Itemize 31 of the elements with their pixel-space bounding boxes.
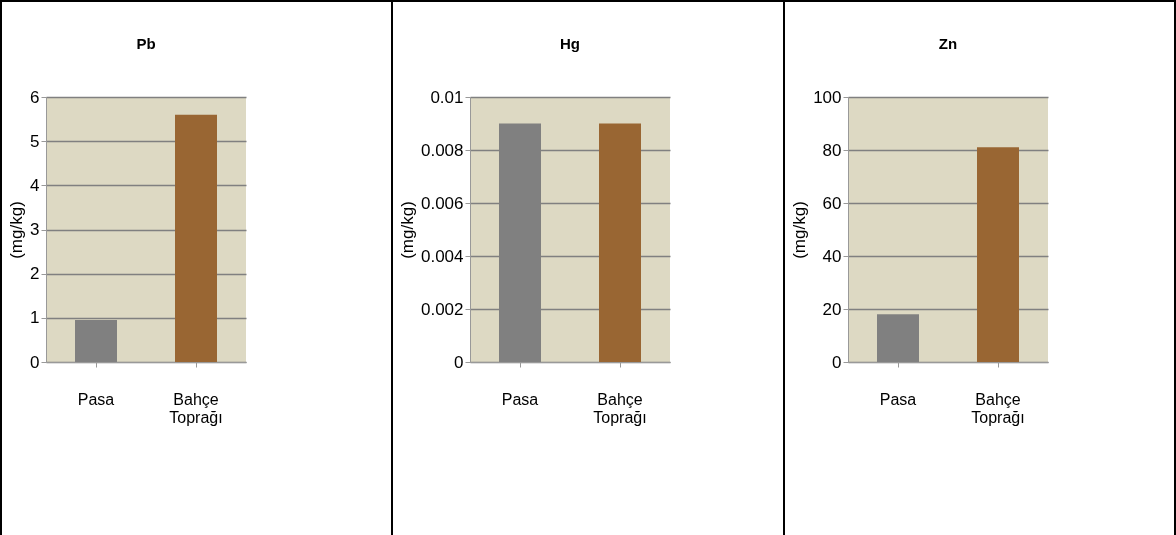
y-tick-label: 40	[822, 246, 842, 266]
y-tick-label: 3	[30, 220, 40, 239]
y-tick-label: 0.01	[430, 87, 464, 107]
y-tick-label: 0.004	[421, 246, 464, 266]
y-tick-label: 1	[30, 308, 40, 328]
y-tick-label: 0	[831, 352, 842, 372]
y-tick-label: 0.006	[421, 193, 464, 213]
y-tick-label: 2	[30, 264, 40, 284]
chart-title: Pb	[136, 35, 156, 52]
y-tick-label: 100	[812, 87, 842, 107]
y-tick-label: 80	[822, 140, 842, 160]
y-tick-label: 0.002	[421, 299, 464, 319]
y-tick-label: 6	[30, 87, 40, 107]
y-tick-label: 20	[822, 299, 842, 319]
y-axis-title: (mg/kg)	[398, 201, 418, 259]
x-tick-label: Pasa	[77, 390, 115, 408]
y-tick-label: 5	[30, 131, 40, 151]
x-tick-label: Bahçe Toprağı	[593, 390, 648, 426]
y-tick-label: 60	[822, 193, 842, 213]
chart-title: Hg	[560, 35, 581, 52]
chart-title: Zn	[938, 35, 957, 52]
y-axis-title: (mg/kg)	[7, 201, 27, 259]
y-tick-label: 4	[30, 175, 40, 195]
x-tick-label: Bahçe Toprağı	[169, 390, 223, 426]
y-tick-label: 0.008	[421, 140, 464, 160]
x-tick-label: Pasa	[879, 390, 916, 408]
x-tick-label: Bahçe Toprağı	[970, 390, 1025, 426]
x-tick-label: Pasa	[502, 390, 539, 408]
y-axis-title: (mg/kg)	[789, 201, 809, 259]
y-tick-label: 0	[30, 352, 40, 372]
y-tick-label: 0	[454, 352, 464, 372]
